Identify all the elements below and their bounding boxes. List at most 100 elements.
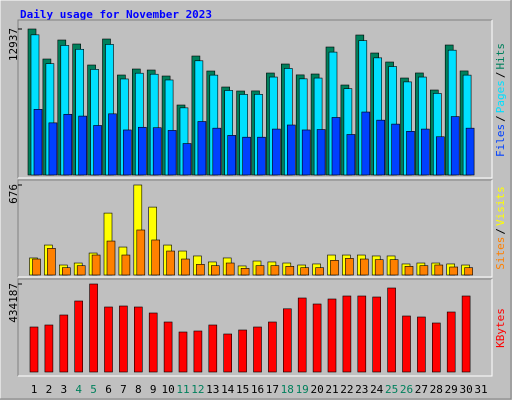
bar <box>331 117 341 176</box>
bar <box>178 331 188 373</box>
legend-separator: / <box>494 115 507 122</box>
bar <box>93 125 102 176</box>
bar <box>312 303 322 373</box>
x-tick-label: 15 <box>236 383 249 396</box>
bar <box>152 127 162 176</box>
bar <box>163 321 173 373</box>
x-tick-label: 24 <box>370 383 384 396</box>
bar <box>136 229 146 276</box>
bar <box>134 306 143 373</box>
bar <box>286 124 296 176</box>
bar <box>74 300 83 373</box>
bar <box>361 111 371 176</box>
bar <box>208 324 218 373</box>
panel-bevel <box>17 278 492 376</box>
bar <box>29 326 39 373</box>
bar <box>419 265 429 276</box>
x-tick-label: 2 <box>46 383 53 396</box>
panel-bevel <box>18 20 493 179</box>
x-tick-label: 14 <box>221 383 235 396</box>
legend-separator: / <box>494 228 507 235</box>
legend-entry: Sites <box>494 237 507 270</box>
x-tick-label: 13 <box>206 383 219 396</box>
bar <box>32 258 41 276</box>
x-tick-label: 26 <box>400 383 413 396</box>
bar <box>182 143 192 176</box>
bar <box>434 264 444 276</box>
legend-entry: Pages <box>494 80 507 113</box>
x-tick-label: 1 <box>31 383 38 396</box>
x-tick-label: 31 <box>474 383 487 396</box>
bar <box>196 264 205 276</box>
bar <box>123 129 132 176</box>
legend: Files/Pages/Hits <box>494 43 507 157</box>
bar <box>391 123 400 176</box>
bar <box>89 283 98 373</box>
bar <box>167 130 177 176</box>
bar <box>193 330 203 373</box>
x-tick-label: 11 <box>176 383 189 396</box>
bar <box>223 333 232 373</box>
bar <box>47 248 56 276</box>
x-tick-label: 25 <box>385 383 398 396</box>
bar <box>166 250 175 276</box>
y-tick-label: 12937 <box>7 28 20 61</box>
x-tick-label: 29 <box>445 383 458 396</box>
x-tick-label: 4 <box>75 383 82 396</box>
bar <box>270 265 280 276</box>
bar <box>346 134 356 176</box>
legend: Sites / Visits <box>494 186 507 270</box>
bar <box>119 305 128 373</box>
panel-bevel <box>18 279 493 377</box>
chart-title: Daily usage for November 2023 <box>20 8 212 21</box>
bar <box>63 113 73 176</box>
bar <box>406 131 415 176</box>
bar <box>181 258 190 276</box>
x-tick-label: 12 <box>191 383 204 396</box>
bar <box>212 127 222 176</box>
bar <box>345 258 354 276</box>
y-tick-label: 676 <box>7 184 20 204</box>
bar <box>78 115 87 176</box>
legend-entry: Visits <box>494 186 507 226</box>
bar <box>44 324 54 373</box>
x-tick-label: 6 <box>105 383 112 396</box>
bar <box>76 265 86 276</box>
bar <box>465 127 475 176</box>
bar <box>431 322 441 373</box>
bar <box>108 113 117 176</box>
bar <box>417 316 426 373</box>
x-tick-label: 27 <box>415 383 428 396</box>
bar <box>297 297 307 373</box>
bar <box>421 128 430 176</box>
bar <box>461 295 471 373</box>
bar <box>282 308 292 373</box>
y-tick-label: 434187 <box>7 283 20 323</box>
bar <box>359 258 369 276</box>
bar <box>330 260 339 276</box>
x-tick-label: 21 <box>325 383 338 396</box>
x-tick-label: 18 <box>281 383 294 396</box>
bar <box>342 295 352 373</box>
x-tick-label: 20 <box>310 383 323 396</box>
bar <box>227 135 236 176</box>
bar <box>148 312 158 373</box>
x-tick-label: 10 <box>161 383 174 396</box>
bar <box>464 267 473 276</box>
bar <box>450 116 460 176</box>
x-tick-label: 5 <box>90 383 97 396</box>
bar <box>372 296 382 373</box>
x-tick-label: 8 <box>135 383 142 396</box>
bar <box>121 254 131 276</box>
bar <box>253 326 262 373</box>
bar <box>151 239 160 276</box>
bar <box>48 122 58 176</box>
bar <box>225 262 235 276</box>
x-tick-label: 28 <box>430 383 443 396</box>
bar <box>59 314 69 373</box>
bar <box>316 129 326 176</box>
bar <box>376 119 386 176</box>
bar <box>257 136 266 176</box>
